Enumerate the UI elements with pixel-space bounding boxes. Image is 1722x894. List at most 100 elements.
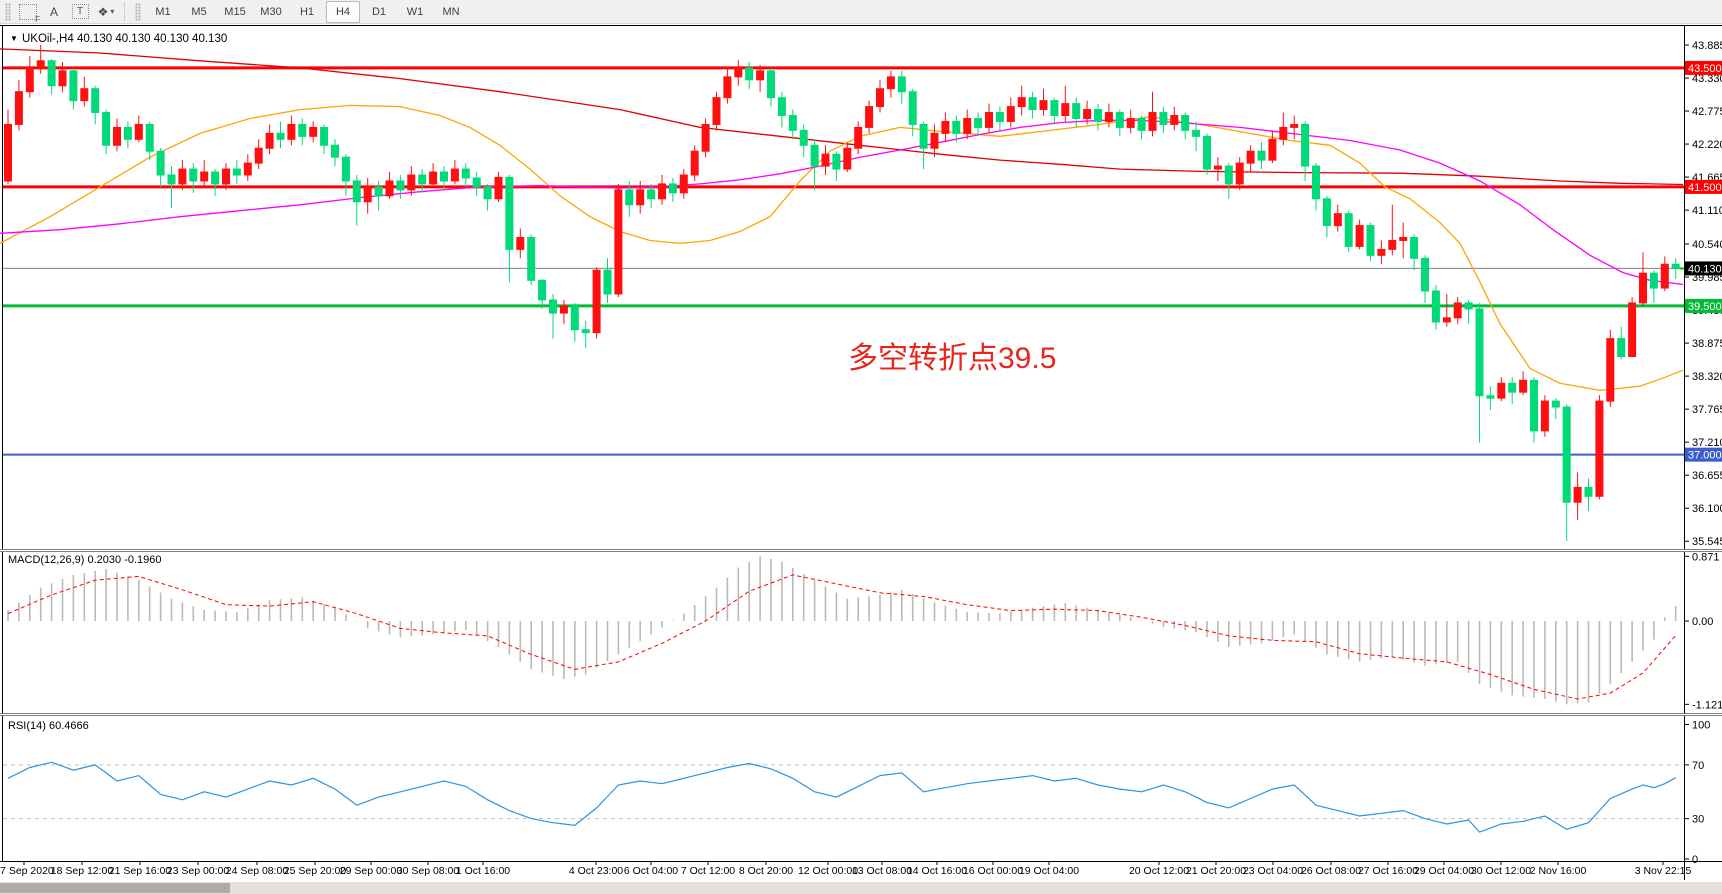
candle-body: [189, 168, 198, 182]
candle-body: [897, 76, 906, 93]
candle-body: [941, 120, 950, 134]
candle-body: [1606, 338, 1615, 402]
timeframe-button-d1[interactable]: D1: [371, 5, 387, 18]
candle-body: [799, 129, 808, 146]
candle-body: [1562, 406, 1571, 503]
chart-title: UKOil-,H4 40.130 40.130 40.130 40.130: [22, 33, 227, 45]
candle-body: [91, 88, 100, 114]
candle-body: [1028, 97, 1037, 111]
rsi-axis-label: 70: [1692, 760, 1704, 772]
candle-body: [1072, 103, 1081, 119]
candle-body: [952, 120, 961, 134]
time-axis-label: 6 Oct 04:00: [624, 865, 678, 877]
candle-body: [1083, 109, 1092, 119]
candle-body: [1192, 129, 1201, 137]
candle-body: [418, 174, 427, 185]
candle-body: [1431, 290, 1440, 323]
timeframe-button-h4[interactable]: H4: [326, 0, 360, 23]
candle-body: [668, 183, 677, 194]
candle-body: [1246, 150, 1255, 164]
time-axis-label: 30 Oct 12:00: [1471, 865, 1531, 877]
candle-body: [1148, 112, 1157, 131]
top-toolbar: AT ❖▾ M1 M5 M15 M30 H1 H4 D1 W1 MN: [0, 0, 1722, 24]
candle-body: [1551, 400, 1560, 408]
candle-body: [538, 279, 547, 301]
timeframe-button-w1[interactable]: W1: [406, 5, 424, 18]
candle-body: [374, 186, 383, 197]
timeframe-button-h1[interactable]: H1: [299, 5, 315, 18]
candle-body: [963, 117, 972, 134]
chart-background: [0, 25, 1722, 869]
text-tool-button[interactable]: A: [42, 1, 66, 23]
candle-body: [1333, 213, 1342, 227]
horizontal-scrollbar-track[interactable]: [0, 882, 1722, 894]
candle-body: [1137, 117, 1146, 131]
candle-body: [385, 180, 394, 197]
candle-body: [1639, 272, 1647, 304]
candle-body: [222, 168, 230, 185]
candle-body: [1671, 263, 1680, 269]
toolbar-grip-handle[interactable]: [5, 2, 11, 21]
candle-body: [1628, 302, 1637, 357]
candle-body: [1377, 248, 1386, 256]
candle-body: [47, 60, 56, 87]
candle-body: [472, 177, 481, 188]
timeframe-button-m5[interactable]: M5: [191, 5, 207, 18]
candle-body: [1170, 115, 1179, 125]
candle-body: [1442, 317, 1451, 323]
time-axis-label: 29 Oct 04:00: [1414, 865, 1474, 877]
fibonacci-tool-button[interactable]: [16, 1, 40, 24]
horizontal-scrollbar-thumb[interactable]: [0, 883, 230, 893]
candle-body: [1464, 302, 1473, 310]
price-axis-label: 36.100: [1692, 503, 1722, 515]
candle-body: [232, 168, 241, 176]
time-axis-label: 16 Oct 00:00: [963, 865, 1023, 877]
text-label-tool-button[interactable]: T: [68, 1, 92, 23]
rsi-line: [7, 761, 1676, 833]
chevron-down-icon[interactable]: ▾: [110, 7, 115, 16]
price-axis-label: 43.885: [1692, 40, 1722, 52]
symbol-dropdown-icon: ▼: [10, 34, 18, 43]
candle-body: [1224, 165, 1233, 185]
time-axis-label: 27 Oct 16:00: [1358, 865, 1418, 877]
candle-body: [723, 76, 732, 99]
candle-body: [516, 236, 525, 250]
candle-body: [1366, 225, 1375, 256]
price-badge-bg: [1685, 447, 1722, 462]
time-axis-label: 26 Oct 08:00: [1301, 865, 1361, 877]
candle-body: [483, 186, 492, 200]
time-axis-label: 23 Sep 00:00: [167, 865, 230, 877]
candle-body: [756, 70, 765, 81]
candle-body: [167, 174, 176, 185]
candle-body: [1497, 382, 1506, 399]
price-axis-label: 43.330: [1692, 73, 1722, 85]
candle-body: [1475, 308, 1484, 397]
price-badge-value: 40.130: [1688, 263, 1722, 275]
time-axis-label: 23 Oct 04:00: [1243, 865, 1303, 877]
candle-body: [1660, 263, 1669, 289]
time-axis-label: 14 Oct 16:00: [907, 865, 967, 877]
timeframe-button-m15[interactable]: M15: [224, 5, 246, 18]
arrows-tool-button[interactable]: ❖ ▾: [94, 1, 118, 23]
candle-body: [1388, 239, 1397, 250]
candle-body: [1279, 126, 1288, 140]
candle-body: [102, 112, 111, 146]
macd-signal-line: [7, 574, 1677, 700]
candle-body: [1257, 150, 1266, 161]
timeframe-button-mn[interactable]: MN: [442, 5, 460, 18]
time-axis-label: 13 Oct 08:00: [852, 865, 912, 877]
timeframes-group: M1 M5 M15 M30 H1 H4 D1 W1 MN: [146, 0, 468, 23]
timeframes-grip-handle[interactable]: [135, 2, 141, 21]
timeframe-button-m1[interactable]: M1: [155, 5, 171, 18]
candle-body: [265, 132, 274, 149]
candle-body: [1203, 135, 1211, 170]
price-badge-bg: [1685, 261, 1722, 276]
candle-body: [1344, 213, 1353, 247]
candle-body: [429, 171, 438, 185]
candle-body: [1235, 162, 1244, 185]
candle-body: [636, 189, 645, 206]
price-badge-value: 41.500: [1688, 182, 1722, 194]
candle-body: [527, 236, 536, 281]
timeframe-button-m30[interactable]: M30: [260, 5, 282, 18]
